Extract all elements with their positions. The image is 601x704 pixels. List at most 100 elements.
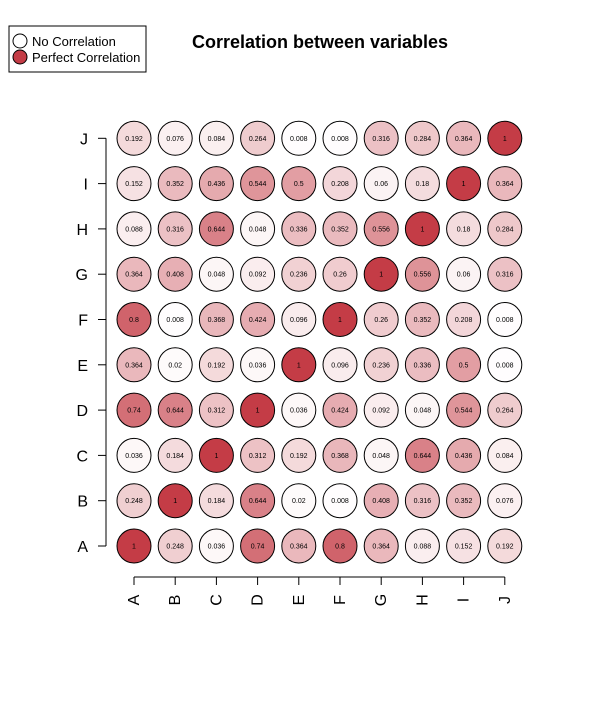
cell-value-F-I: 0.208 — [455, 317, 473, 324]
cell-H-D: 0.048 — [240, 211, 276, 247]
x-tick-label-J: J — [497, 596, 514, 604]
cell-A-G: 0.364 — [363, 528, 399, 564]
cell-B-E: 0.02 — [281, 483, 317, 519]
cell-value-E-A: 0.364 — [125, 362, 143, 369]
y-tick-label-I: I — [84, 177, 88, 194]
cell-A-D: 0.74 — [240, 528, 276, 564]
cell-I-I: 1 — [446, 166, 482, 202]
cell-circle-F-G — [363, 302, 399, 337]
cell-circle-A-D — [240, 528, 276, 564]
cell-G-D: 0.092 — [240, 256, 276, 292]
cell-J-I: 0.364 — [446, 120, 482, 156]
cell-circle-E-C — [198, 347, 234, 383]
cell-circle-G-C — [198, 256, 234, 292]
cell-circle-F-B — [157, 302, 193, 337]
cell-circle-B-G — [363, 483, 399, 519]
cell-circle-G-B — [157, 256, 193, 292]
cell-value-I-I: 1 — [462, 181, 466, 188]
cell-value-G-A: 0.364 — [125, 272, 143, 279]
cell-value-J-F: 0.008 — [331, 136, 349, 143]
cell-value-D-H: 0.048 — [414, 408, 432, 415]
cell-circle-E-H — [404, 347, 440, 383]
cell-circle-A-J — [487, 528, 523, 564]
cell-value-G-E: 0.236 — [290, 272, 308, 279]
cell-E-E: 1 — [281, 347, 317, 383]
cell-value-C-A: 0.036 — [125, 453, 143, 460]
cell-circle-A-E — [281, 528, 317, 564]
cell-circle-E-E — [281, 347, 317, 383]
cell-value-H-G: 0.556 — [372, 226, 390, 233]
cell-circle-B-B — [157, 483, 193, 519]
cell-value-B-F: 0.008 — [331, 498, 349, 505]
cell-value-F-G: 0.26 — [374, 317, 388, 324]
x-tick-label-F: F — [332, 595, 349, 605]
cell-J-H: 0.284 — [404, 120, 440, 156]
cell-value-G-I: 0.06 — [457, 272, 471, 279]
cell-value-I-A: 0.152 — [125, 181, 143, 188]
cell-circle-B-I — [446, 483, 482, 519]
cell-G-E: 0.236 — [281, 256, 317, 292]
cell-value-I-G: 0.06 — [374, 181, 388, 188]
cell-C-C: 1 — [198, 437, 234, 473]
legend-label-1: Perfect Correlation — [32, 50, 140, 65]
x-tick-label-H: H — [414, 594, 431, 606]
y-tick-label-J: J — [80, 131, 88, 148]
cell-A-C: 0.036 — [198, 528, 234, 564]
y-tick-label-A: A — [77, 539, 88, 556]
cell-D-F: 0.424 — [322, 392, 358, 428]
cell-value-E-H: 0.336 — [414, 362, 432, 369]
cell-J-J: 1 — [487, 120, 523, 156]
cell-A-B: 0.248 — [157, 528, 193, 564]
cell-circle-J-J — [487, 120, 523, 156]
cell-value-I-H: 0.18 — [416, 181, 430, 188]
cell-circle-E-A — [116, 347, 152, 383]
cell-circle-I-J — [487, 166, 523, 202]
y-tick-label-G: G — [76, 267, 88, 284]
y-tick-label-F: F — [78, 313, 88, 330]
x-tick-label-A: A — [126, 594, 143, 605]
cell-I-E: 0.5 — [281, 166, 317, 202]
cell-A-I: 0.152 — [446, 528, 482, 564]
cell-circle-B-H — [404, 483, 440, 519]
cell-J-B: 0.076 — [157, 120, 193, 156]
cell-B-B: 1 — [157, 483, 193, 519]
cell-value-C-E: 0.192 — [290, 453, 308, 460]
cell-value-E-F: 0.096 — [331, 362, 349, 369]
cell-B-H: 0.316 — [404, 483, 440, 519]
cell-H-G: 0.556 — [363, 211, 399, 247]
cell-value-J-I: 0.364 — [455, 136, 473, 143]
cell-circle-F-A — [116, 302, 152, 337]
cell-circle-H-B — [157, 211, 193, 247]
cell-circle-C-J — [487, 437, 523, 473]
cell-E-J: 0.008 — [487, 347, 523, 383]
cell-D-C: 0.312 — [198, 392, 234, 428]
cell-value-J-E: 0.008 — [290, 136, 308, 143]
cell-value-A-C: 0.036 — [208, 544, 226, 551]
cell-circle-H-I — [446, 211, 482, 247]
cell-E-F: 0.096 — [322, 347, 358, 383]
cell-E-G: 0.236 — [363, 347, 399, 383]
cell-I-H: 0.18 — [404, 166, 440, 202]
cell-value-J-A: 0.192 — [125, 136, 143, 143]
cell-circle-D-G — [363, 392, 399, 428]
cell-value-A-H: 0.088 — [414, 544, 432, 551]
cell-E-B: 0.02 — [157, 347, 193, 383]
cell-G-J: 0.316 — [487, 256, 523, 292]
cell-H-A: 0.088 — [116, 211, 152, 247]
cell-circle-A-A — [116, 528, 152, 564]
x-tick-label-I: I — [456, 598, 473, 602]
cell-circle-I-D — [240, 166, 276, 202]
cell-E-A: 0.364 — [116, 347, 152, 383]
cell-value-F-J: 0.008 — [496, 317, 514, 324]
cell-value-F-C: 0.368 — [208, 317, 226, 324]
cell-circle-D-F — [322, 392, 358, 428]
cell-H-E: 0.336 — [281, 211, 317, 247]
cell-J-G: 0.316 — [363, 120, 399, 156]
cell-value-B-G: 0.408 — [372, 498, 390, 505]
cell-circle-I-G — [363, 166, 399, 202]
x-tick-label-D: D — [250, 594, 267, 606]
cell-value-C-J: 0.084 — [496, 453, 514, 460]
cell-value-J-H: 0.284 — [414, 136, 432, 143]
cell-value-H-H: 1 — [420, 226, 424, 233]
